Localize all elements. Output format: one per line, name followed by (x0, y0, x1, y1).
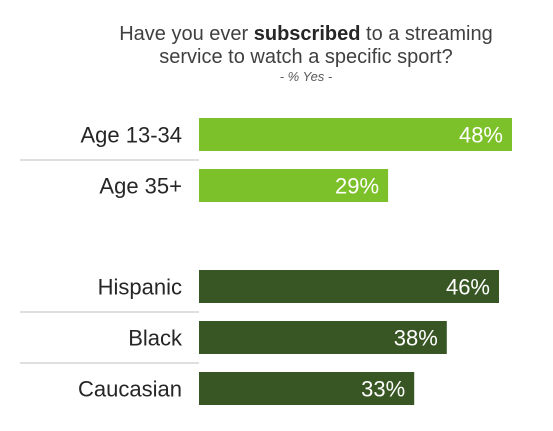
bar-group: Age 13-34 48% Age 35+ 29% Hispanic 46% Black 38… (20, 118, 512, 405)
bar-age-13-34 (199, 118, 512, 151)
value-label-hispanic: 46% (446, 275, 490, 300)
chart-subtitle: - % Yes - (280, 69, 333, 84)
bar-black (199, 321, 447, 354)
category-label-hispanic: Hispanic (98, 275, 182, 300)
bar-caucasian (199, 372, 415, 405)
value-label-age-13-34: 48% (459, 123, 503, 148)
value-label-black: 38% (394, 326, 438, 351)
chart-title-line-1: Have you ever subscribed to a streaming (119, 23, 493, 45)
category-label-black: Black (128, 326, 183, 351)
value-label-age-35: 29% (335, 174, 379, 199)
chart-title-line-2: service to watch a specific sport? (159, 46, 452, 68)
bar-hispanic (199, 270, 499, 303)
category-label-age-13-34: Age 13-34 (80, 123, 182, 148)
chart-title-emphasis: subscribed (254, 23, 361, 45)
chart-title-prefix: Have you ever (119, 23, 254, 45)
value-label-caucasian: 33% (361, 377, 405, 402)
bar-age-35 (199, 169, 389, 202)
category-label-caucasian: Caucasian (78, 377, 182, 402)
chart-title-suffix: to a streaming (360, 23, 492, 45)
category-label-age-35: Age 35+ (99, 174, 182, 199)
